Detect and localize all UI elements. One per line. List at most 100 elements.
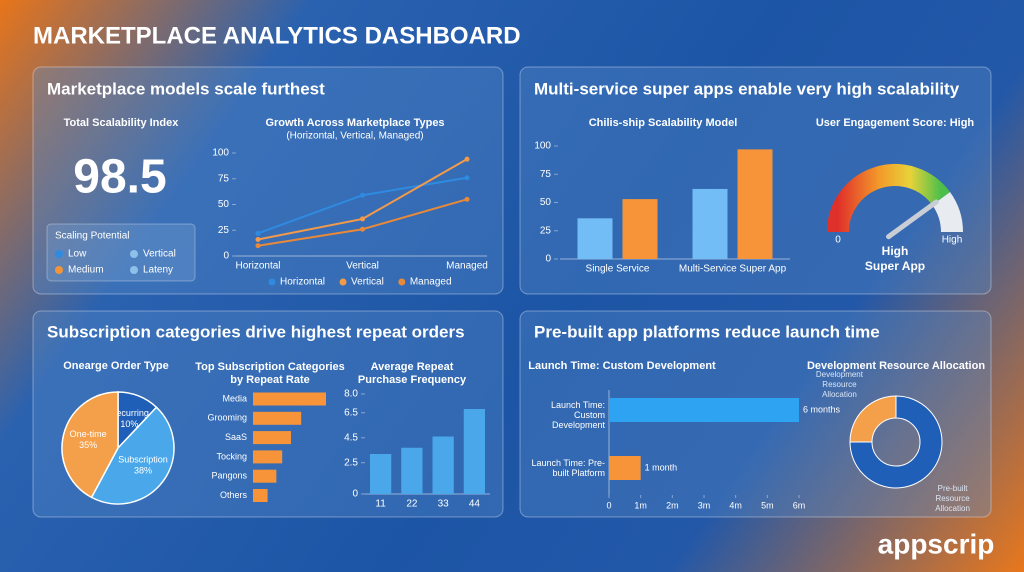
x-tick-label: Multi-Service Super App — [679, 264, 787, 275]
y-tick-label: 100 — [212, 148, 229, 159]
x-tick-label: 6m — [793, 500, 806, 510]
y-tick-label: 50 — [218, 199, 230, 210]
pie-slice — [61, 391, 119, 499]
legend-label: Lateny — [143, 265, 173, 276]
gauge-fill — [827, 164, 951, 233]
x-tick-label: 0 — [606, 500, 611, 510]
bar — [370, 454, 392, 494]
chart-title: Onearge Order Type — [63, 360, 169, 372]
gauge-label: Super App — [865, 259, 925, 273]
category-label: Others — [220, 490, 248, 500]
y-tick-label: 0 — [545, 254, 551, 265]
donut-slice — [849, 395, 943, 489]
bar — [692, 188, 728, 259]
panel — [32, 66, 504, 295]
panel-title: Marketplace models scale furthest — [47, 79, 325, 98]
pie-slice — [90, 406, 175, 505]
chart-title: Development Resource Allocation — [807, 360, 985, 372]
x-tick-label: 2m — [666, 500, 679, 510]
value-label: 1 month — [645, 462, 678, 472]
panel-title: Subscription categories drive highest re… — [47, 322, 465, 341]
bar — [253, 450, 283, 464]
slice-label: Subscription — [118, 454, 168, 464]
chart-title: Launch Time: Custom Development — [528, 360, 716, 372]
x-tick-label: 1m — [634, 500, 647, 510]
legend-label: Vertical — [143, 249, 176, 260]
point — [360, 226, 365, 232]
bar — [401, 447, 423, 494]
x-tick-label: 3m — [698, 500, 711, 510]
chart-title: Chilis-ship Scalability Model — [589, 117, 738, 129]
legend-label: Medium — [68, 265, 104, 276]
y-tick-label: 75 — [540, 169, 552, 180]
x-tick-label: 44 — [469, 499, 481, 510]
category-label: Tocking — [216, 451, 247, 461]
point — [464, 156, 470, 162]
category-label: Pangons — [211, 471, 247, 481]
x-tick-label: 33 — [438, 499, 450, 510]
bar — [609, 456, 641, 480]
legend-label: Low — [68, 249, 87, 260]
x-tick-label: 5m — [761, 500, 774, 510]
chart-title: Top Subscription Categories by Repeat Ra… — [195, 361, 345, 386]
category-label: Launch Time: Pre-built Platform — [531, 458, 605, 478]
legend-box — [46, 223, 196, 282]
kpi-value: 98.5 — [73, 151, 166, 204]
y-tick-label: 25 — [218, 225, 230, 236]
point — [255, 243, 261, 249]
x-tick-label: Horizontal — [235, 261, 280, 272]
legend-label: Horizontal — [280, 277, 325, 288]
donut-slice — [849, 395, 897, 443]
chart-title: Growth Across Marketplace Types — [265, 117, 444, 129]
bar — [737, 149, 773, 259]
bar — [463, 409, 485, 494]
slice-value: 35% — [79, 440, 97, 450]
x-tick-label: 22 — [406, 499, 418, 510]
legend-title: Scaling Potential — [55, 231, 130, 242]
point — [464, 175, 470, 181]
y-tick-label: 4.5 — [344, 432, 358, 443]
point — [255, 230, 261, 236]
y-tick-label: 0 — [352, 489, 358, 500]
slice-value: 38% — [134, 465, 152, 475]
category-label: Launch Time: Custom Development — [550, 400, 605, 430]
y-tick-label: 50 — [540, 197, 552, 208]
legend-swatch — [55, 266, 63, 274]
legend-swatch — [55, 250, 63, 258]
chart-title: Average Repeat Purchase Frequency — [357, 361, 467, 386]
x-tick-label: 11 — [375, 499, 386, 510]
chart-title: User Engagement Score: High — [816, 117, 975, 129]
bar — [609, 398, 799, 422]
slice-value: 10% — [120, 419, 138, 429]
bar — [577, 218, 613, 259]
bar — [253, 489, 268, 502]
point — [464, 196, 470, 202]
gauge-label: High — [882, 244, 909, 258]
gauge-needle — [886, 199, 939, 240]
panel-title: Multi-service super apps enable very hig… — [534, 79, 960, 98]
legend-label: Vertical — [351, 277, 384, 288]
slice-label: Recurring — [110, 408, 149, 418]
x-tick-label: Vertical — [346, 261, 379, 272]
y-tick-label: 25 — [540, 225, 552, 236]
point — [255, 237, 261, 243]
y-tick-label: 6.5 — [344, 407, 358, 418]
y-tick-label: 100 — [534, 141, 551, 152]
x-tick-label: 4m — [729, 500, 742, 510]
y-tick-label: 75 — [218, 173, 230, 184]
point — [360, 216, 365, 222]
category-label: Grooming — [207, 413, 247, 423]
kpi-label: Total Scalability Index — [64, 117, 180, 129]
category-label: SaaS — [225, 432, 247, 442]
legend-label: Managed — [410, 277, 452, 288]
y-tick-label: 0 — [223, 251, 229, 262]
y-tick-label: 8.0 — [344, 389, 358, 400]
bar — [253, 469, 277, 483]
x-tick-label: Managed — [446, 261, 488, 272]
bar — [253, 392, 326, 406]
category-label: Media — [222, 393, 247, 403]
gauge-tick-label: 0 — [835, 235, 841, 246]
gauge-track — [931, 192, 963, 233]
bar — [253, 431, 291, 445]
